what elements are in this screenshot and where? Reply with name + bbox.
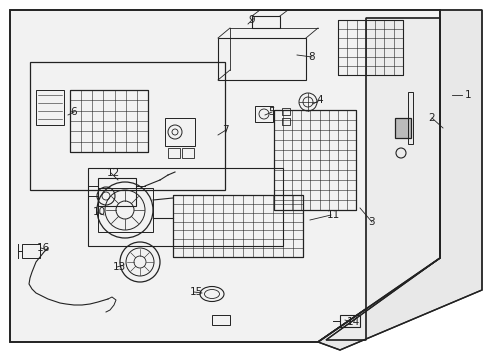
Text: 15: 15 [190,287,203,297]
Bar [173,195,303,257]
Bar [282,108,290,115]
Bar [340,315,360,327]
Text: 9: 9 [248,15,255,25]
Text: 4: 4 [316,95,322,105]
Polygon shape [318,10,482,350]
Bar [36,90,64,125]
Bar [88,168,283,246]
Polygon shape [10,10,440,342]
Text: 13: 13 [113,262,126,272]
Bar [165,118,195,146]
Text: 14: 14 [347,317,360,327]
Text: 2: 2 [428,113,435,123]
Bar [218,38,306,80]
Bar [168,148,180,158]
Bar [338,20,403,75]
Bar [98,178,136,206]
Bar [274,110,356,210]
Text: 7: 7 [222,125,229,135]
Bar [212,315,230,325]
Text: 6: 6 [70,107,76,117]
Bar [395,118,411,138]
Bar [182,148,194,158]
Bar [70,90,148,152]
Bar [255,106,273,122]
Text: 1: 1 [465,90,471,100]
Text: 16: 16 [37,243,50,253]
Bar [408,92,413,144]
Bar [252,16,280,28]
Bar [282,118,290,125]
Polygon shape [326,18,440,340]
Text: 5: 5 [268,107,274,117]
Bar [22,244,40,258]
Bar [30,62,225,190]
Text: 11: 11 [327,210,340,220]
Text: 10: 10 [93,207,106,217]
Bar [98,188,153,232]
Text: 8: 8 [308,52,315,62]
Text: 3: 3 [368,217,375,227]
Text: 12: 12 [107,168,120,178]
